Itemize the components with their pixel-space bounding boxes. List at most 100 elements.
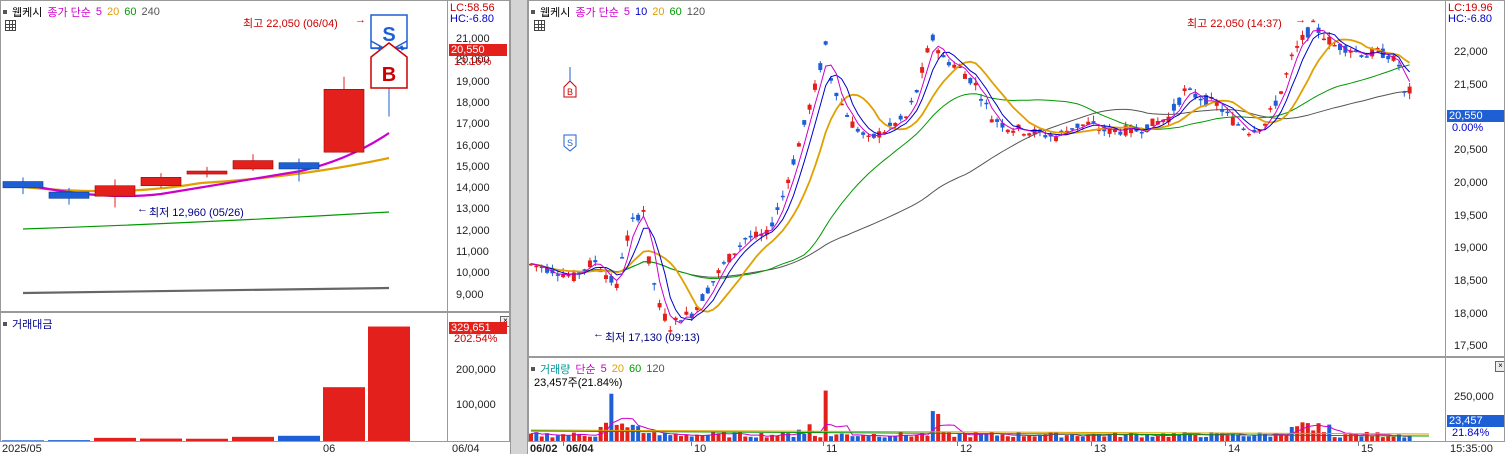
- volume-bar: [1187, 432, 1192, 441]
- daily-candle-plot[interactable]: SB: [1, 1, 447, 312]
- volume-bar: [561, 434, 566, 441]
- x-label: 13: [1094, 443, 1107, 455]
- volume-bar: [748, 436, 753, 441]
- grid-toggle-icon[interactable]: [534, 20, 545, 31]
- close-icon[interactable]: ×: [1495, 361, 1504, 372]
- minute-candle-body: [1091, 121, 1096, 123]
- volume-bar: [630, 424, 635, 441]
- grid-toggle-icon[interactable]: [5, 20, 16, 31]
- candle-body: [186, 170, 228, 175]
- ma20-line: [530, 38, 1411, 313]
- volume-bar: [1214, 432, 1219, 441]
- panel-menu-icon[interactable]: [3, 10, 7, 14]
- volume-bar: [1354, 433, 1359, 441]
- x-label: 2025/05: [2, 443, 42, 455]
- volume-bar: [877, 436, 882, 441]
- ma-period-120[interactable]: 120: [686, 6, 706, 18]
- minute-candle-body: [812, 83, 817, 90]
- minute-price-plot[interactable]: BS: [529, 1, 1445, 357]
- panel-menu-icon[interactable]: [3, 322, 7, 326]
- volume-bar: [887, 436, 892, 441]
- ma-period-5[interactable]: 5: [623, 6, 631, 18]
- ma-period-10[interactable]: 10: [635, 6, 648, 18]
- volume-bar: [1268, 436, 1273, 441]
- ma-period-20[interactable]: 20: [107, 6, 120, 18]
- daily-amount-plot[interactable]: [1, 313, 447, 442]
- volume-ma-period-60[interactable]: 60: [629, 363, 642, 375]
- buy-marker-icon: B: [563, 80, 577, 98]
- ma120-line: [530, 90, 1410, 278]
- minute-candle-body: [689, 313, 694, 319]
- daily-low-note: 최저 12,960 (05/26): [149, 207, 244, 219]
- minute-candle-body: [1198, 98, 1203, 101]
- volume-bar: [1359, 436, 1364, 441]
- minute-candle-body: [1059, 130, 1064, 133]
- minute-low-note: 최저 17,130 (09:13): [605, 332, 700, 344]
- volume-bar: [545, 433, 550, 441]
- minute-candle-body: [673, 317, 678, 320]
- minute-candle-body: [968, 77, 973, 84]
- volume-bar: [587, 436, 592, 441]
- volume-bar: [737, 431, 742, 441]
- volume-bar: [1070, 434, 1075, 441]
- volume-bar: [1396, 434, 1401, 441]
- volume-bar: [636, 426, 641, 441]
- minute-volume-plot[interactable]: [529, 358, 1445, 442]
- minute-candle-body: [1348, 50, 1353, 53]
- price-tick: 20,500: [1454, 144, 1488, 157]
- minute-volume-title: 거래량 단순 5 20 60 120: [531, 361, 665, 377]
- panel-menu-icon[interactable]: [531, 367, 535, 371]
- ma-period-5[interactable]: 5: [95, 6, 103, 18]
- x-tick-mark: [691, 442, 692, 446]
- minute-high-note: 최고 22,050 (14:37): [1187, 18, 1282, 30]
- volume-ma-period-5[interactable]: 5: [600, 363, 607, 375]
- minute-candle-body: [1182, 88, 1187, 92]
- minute-candle-body: [1220, 109, 1225, 112]
- volume-bar: [1402, 437, 1407, 441]
- volume-bar: [571, 432, 576, 441]
- minute-candle-body: [1000, 122, 1005, 128]
- price-tick: 22,000: [1454, 46, 1488, 58]
- volume-bar: [1037, 435, 1042, 441]
- minute-candle-body: [700, 294, 705, 301]
- x-tick-mark: [563, 442, 564, 446]
- ma-period-240[interactable]: 240: [141, 6, 160, 18]
- volume-bar: [1252, 435, 1257, 441]
- ma-period-20[interactable]: 20: [652, 6, 665, 18]
- volume-bar: [700, 435, 705, 441]
- volume-bar: [764, 437, 769, 441]
- panel-menu-icon[interactable]: [531, 10, 535, 14]
- volume-bar: [968, 437, 973, 441]
- volume-bar: [754, 437, 759, 441]
- x-tick-mark: [1225, 442, 1226, 446]
- volume-bar: [614, 424, 619, 441]
- volume-bar: [625, 427, 630, 441]
- minute-candle-body: [914, 89, 919, 93]
- volume-bar: [652, 432, 657, 441]
- volume-ma-period-120[interactable]: 120: [646, 363, 665, 375]
- candle-body: [323, 89, 365, 153]
- chart-splitter[interactable]: [510, 0, 528, 454]
- x-label: 15: [1361, 443, 1374, 455]
- sell-marker-label: S: [567, 138, 573, 148]
- volume-bar: [995, 435, 1000, 441]
- minute-candle-body: [754, 231, 759, 238]
- minute-candle-body: [1391, 55, 1396, 61]
- candle-body: [232, 160, 274, 170]
- volume-bar: [1337, 437, 1342, 441]
- volume-bar: [882, 437, 887, 441]
- volume-bar: [1112, 432, 1117, 441]
- volume-bar: [1225, 435, 1230, 441]
- volume-ma-period-20[interactable]: 20: [611, 363, 624, 375]
- minute-candle-body: [1241, 128, 1246, 131]
- daily-amount-pane: 거래대금 × 329,651 202.54% 200,000 100,000: [0, 312, 510, 442]
- daily-price-title: 웹케시 종가 단순 5 20 60 240: [3, 4, 160, 20]
- ma-period-60[interactable]: 60: [669, 6, 682, 18]
- minute-high-arrow: →: [1295, 14, 1306, 26]
- volume-bar: [539, 436, 544, 441]
- ma-period-60[interactable]: 60: [124, 6, 137, 18]
- minute-x-axis: 06/02 06/04 10 11 12 13 14 15 15:35:00: [528, 441, 1505, 455]
- price-tick: 12,000: [456, 224, 490, 237]
- minute-candle-body: [1005, 129, 1010, 133]
